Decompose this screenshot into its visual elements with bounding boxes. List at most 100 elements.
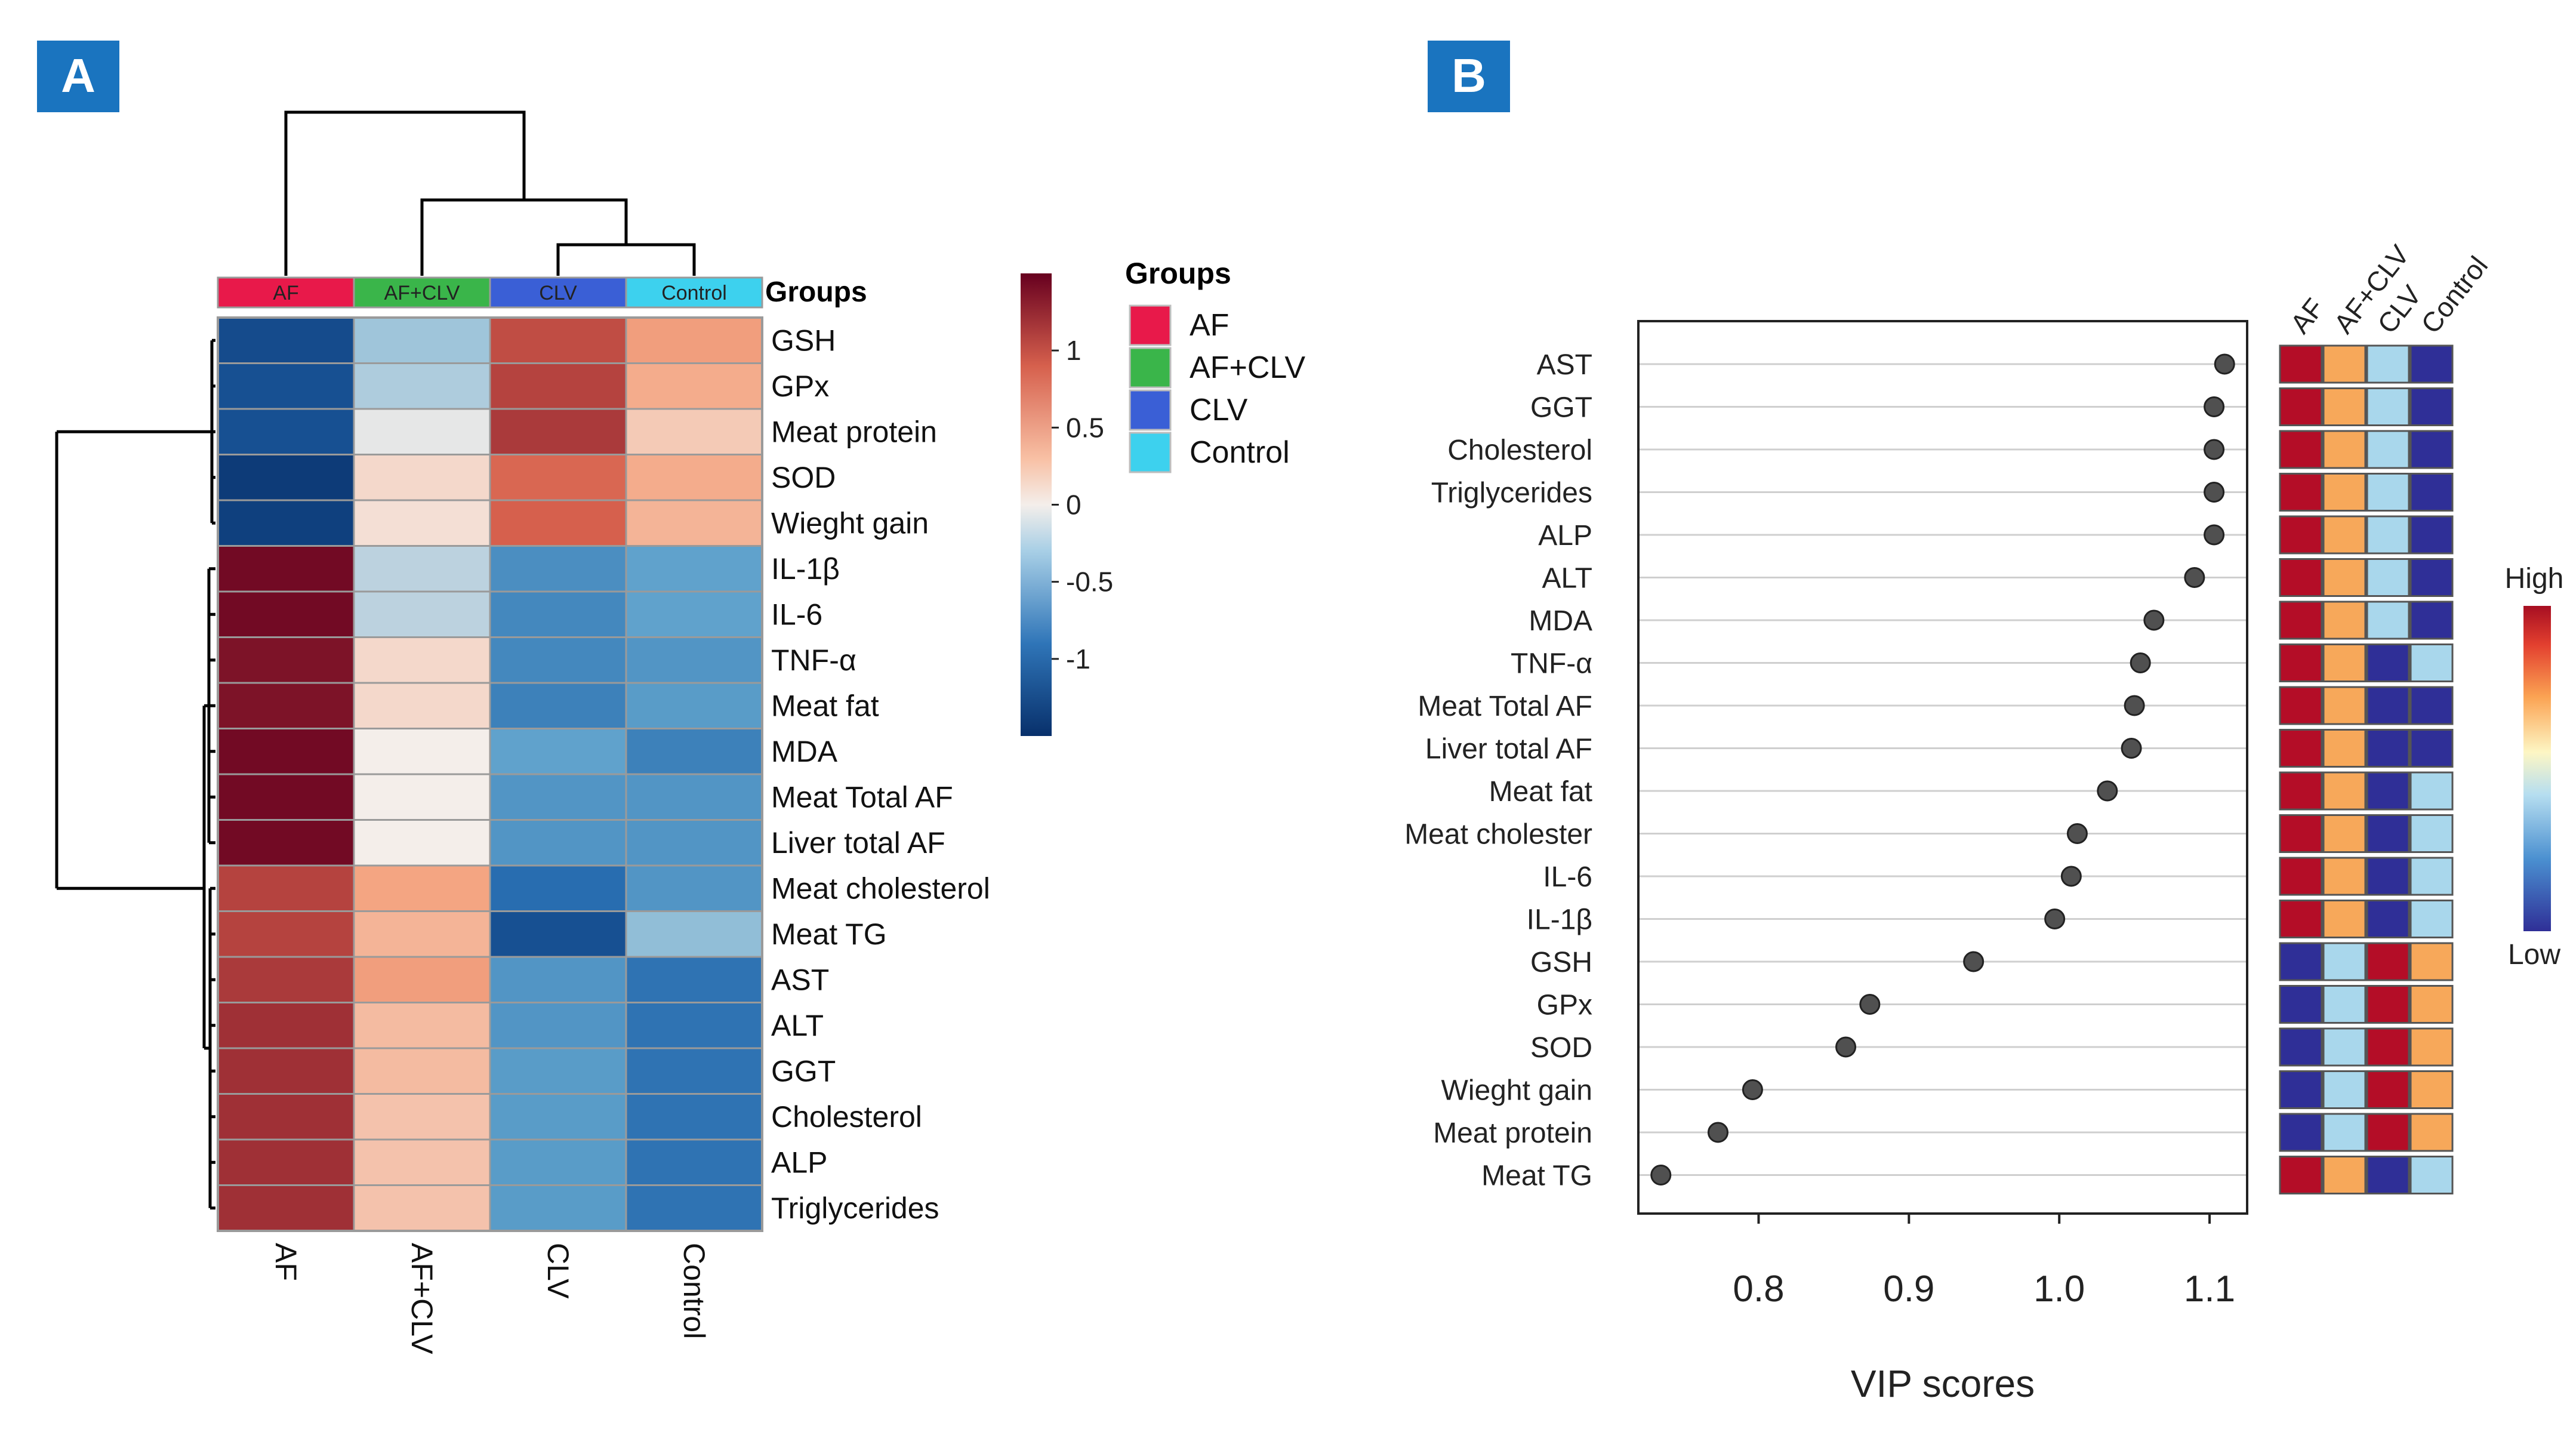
heatmap-row-label-meat-total-af: Meat Total AF	[771, 780, 953, 814]
vip-label-alt: ALT	[1542, 563, 1592, 595]
vip-side-cell-il-6-control	[2409, 857, 2454, 896]
vip-side-cell-gpx-af	[2279, 985, 2323, 1024]
vip-side-cell-il-1-af	[2279, 900, 2323, 938]
heatmap-cell-alt-af	[217, 1002, 355, 1049]
vip-label-meat-tg: Meat TG	[1481, 1160, 1592, 1192]
heatmap-cell-tnf-af-clv	[353, 636, 491, 684]
heatmap-row-label-il-6: IL-6	[771, 598, 822, 631]
heatmap-cell-ast-control	[625, 956, 763, 1003]
heatmap-colorbar-ticks: 1 0.5 0 -0.5 -1	[1052, 335, 1113, 675]
heatmap-row-label-gpx: GPx	[771, 369, 829, 403]
vip-point-liver-total-af	[2121, 738, 2142, 759]
heatmap-cell-sod-clv	[489, 454, 627, 501]
vip-side-cell-meat-cholester-af	[2279, 814, 2323, 853]
vip-side-cell-mda-clv	[2366, 601, 2410, 640]
vip-side-cell-alp-clv	[2366, 515, 2410, 555]
heatmap-cell-tnf-af	[217, 636, 355, 684]
heatmap-cell-alp-af	[217, 1138, 355, 1186]
vip-side-cell-tnf-control	[2409, 643, 2454, 682]
vip-side-cell-sod-af	[2279, 1027, 2323, 1067]
heatmap-cell-meat-tg-clv	[489, 910, 627, 958]
vip-side-cell-mda-af	[2279, 601, 2323, 640]
vip-side-cell-meat-total-af-af	[2279, 686, 2323, 725]
heatmap-row-label-sod: SOD	[771, 461, 836, 494]
group-bar-label-af: AF	[273, 282, 298, 304]
vip-side-cell-alt-clv	[2366, 558, 2410, 597]
panel-a-label: A	[61, 49, 95, 102]
column-dendrogram	[284, 110, 696, 276]
vip-side-cell-liver-total-af-af	[2279, 729, 2323, 768]
heatmap-cell-ggt-control	[625, 1047, 763, 1095]
heatmap-cell-tnf-control	[625, 636, 763, 684]
vip-label-ast: AST	[1537, 349, 1592, 381]
vip-side-cell-sod-control	[2409, 1027, 2454, 1067]
vip-side-cell-meat-total-af-control	[2409, 686, 2454, 725]
vip-side-cell-il-1-clv	[2366, 900, 2410, 938]
heatmap-row-label-liver-total-af: Liver total AF	[771, 826, 945, 860]
vip-x-ticks: 0.8 0.9 1.0 1.1	[1733, 1214, 2235, 1310]
vip-side-cell-triglycerides-control	[2409, 473, 2454, 512]
row-dendrogram-branch	[202, 704, 210, 1050]
vip-side-cell-cholesterol-af	[2279, 430, 2323, 469]
groups-legend-title: Groups	[1125, 257, 1231, 290]
vip-point-meat-tg	[1650, 1165, 1672, 1185]
vip-side-cell-il-6-af-clv	[2322, 857, 2367, 896]
heatmap-cell-meat-tg-control	[625, 910, 763, 958]
heatmap-row-label-alt: ALT	[771, 1009, 824, 1042]
vip-side-cell-wieght-gain-af-clv	[2322, 1070, 2367, 1109]
vip-side-cell-cholesterol-af-clv	[2322, 430, 2367, 469]
vip-side-cell-il-6-clv	[2366, 857, 2410, 896]
vip-point-gpx	[1859, 994, 1881, 1015]
vip-side-cell-ggt-control	[2409, 387, 2454, 426]
vip-side-cell-triglycerides-af-clv	[2322, 473, 2367, 512]
vip-side-cell-alp-control	[2409, 515, 2454, 555]
vip-point-triglycerides	[2204, 482, 2225, 503]
heatmap-cell-il-6-af-clv	[353, 590, 491, 638]
heatmap-row-label-wieght-gain: Wieght gain	[771, 506, 929, 540]
heatmap-cell-meat-tg-af-clv	[353, 910, 491, 958]
vip-side-cell-meat-tg-af-clv	[2322, 1156, 2367, 1194]
heatmap-cell-meat-tg-af	[217, 910, 355, 958]
vip-side-cell-ggt-af-clv	[2322, 387, 2367, 426]
vip-side-cell-wieght-gain-control	[2409, 1070, 2454, 1109]
vip-side-cell-mda-af-clv	[2322, 601, 2367, 640]
heatmap-cell-meat-total-af-af	[217, 773, 355, 821]
vip-colorbar	[2523, 606, 2551, 931]
heatmap-cell-alt-control	[625, 1002, 763, 1049]
vip-label-il-1: IL-1β	[1527, 904, 1592, 936]
group-bar-clv	[489, 276, 627, 309]
vip-side-cell-alt-af-clv	[2322, 558, 2367, 597]
vip-label-mda: MDA	[1529, 605, 1592, 637]
vip-side-cell-tnf-af-clv	[2322, 643, 2367, 682]
heatmap-colorbar-tick-label: 1	[1066, 335, 1081, 366]
heatmap-row-label-gsh: GSH	[771, 324, 836, 357]
vip-point-alp	[2204, 524, 2225, 546]
heatmap-cell-meat-protein-af	[217, 408, 355, 455]
vip-side-cell-meat-protein-af	[2279, 1113, 2323, 1152]
heatmap-cell-meat-total-af-control	[625, 773, 763, 821]
heatmap-cell-mda-clv	[489, 728, 627, 775]
vip-side-cell-alp-af-clv	[2322, 515, 2367, 555]
vip-side-cell-gsh-af	[2279, 942, 2323, 981]
heatmap-cell-meat-total-af-clv	[489, 773, 627, 821]
heatmap-column-label-af: AF	[269, 1243, 303, 1281]
heatmap-cell-meat-total-af-af-clv	[353, 773, 491, 821]
heatmap-column-label-control: Control	[677, 1243, 711, 1339]
heatmap-cell-liver-total-af-af-clv	[353, 819, 491, 867]
vip-point-sod	[1835, 1036, 1857, 1058]
vip-point-meat-total-af	[2124, 695, 2145, 716]
vip-side-cell-meat-fat-af-clv	[2322, 771, 2367, 811]
heatmap-row-label-alp: ALP	[771, 1146, 828, 1179]
heatmap-cell-mda-af-clv	[353, 728, 491, 775]
heatmap-cell-gsh-control	[625, 316, 763, 364]
heatmap-cell-meat-protein-control	[625, 408, 763, 455]
vip-side-cell-cholesterol-clv	[2366, 430, 2410, 469]
group-annotation-title: Groups	[765, 276, 867, 308]
groups-legend-swatch-af	[1129, 304, 1172, 346]
heatmap-cell-meat-fat-af-clv	[353, 682, 491, 729]
vip-label-meat-protein: Meat protein	[1433, 1117, 1592, 1149]
heatmap-row-label-meat-tg: Meat TG	[771, 917, 887, 951]
vip-side-cell-gpx-clv	[2366, 985, 2410, 1024]
heatmap-cell-gpx-af-clv	[353, 362, 491, 410]
vip-points	[1650, 353, 2235, 1185]
